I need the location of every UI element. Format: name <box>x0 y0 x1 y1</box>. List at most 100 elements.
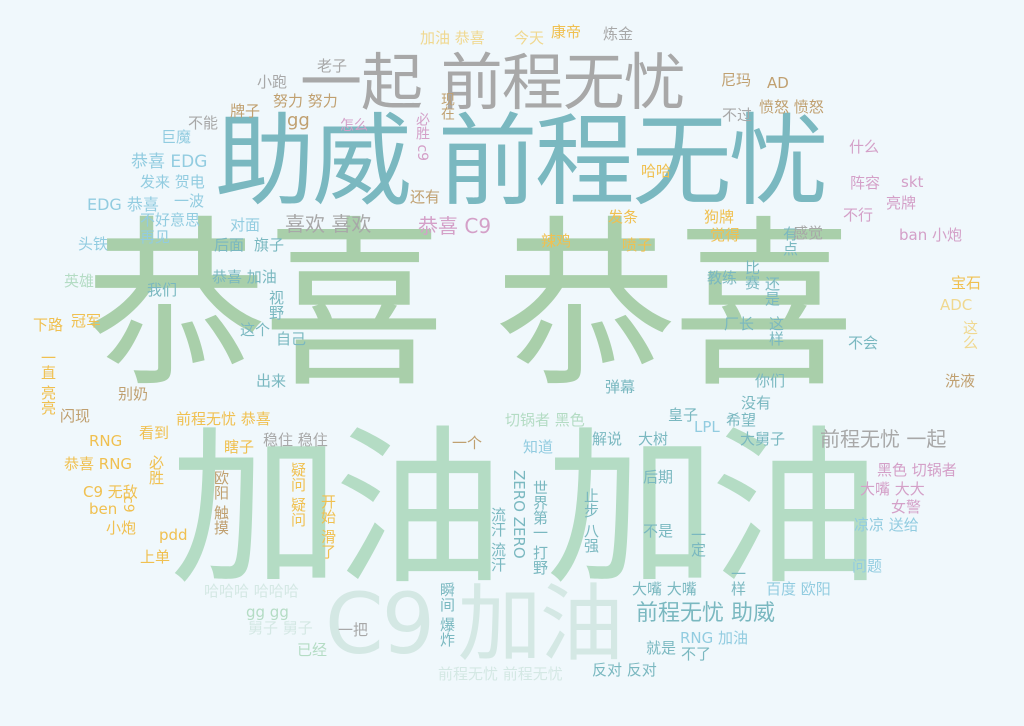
word-kandao: 看到 <box>139 424 170 442</box>
word-xiazi: 瞎子 <box>224 438 255 456</box>
word-c9-jiayou: C9 加油 <box>325 575 624 673</box>
word-wenzhu: 稳住 稳住 <box>263 431 328 449</box>
word-dashu: 大树 <box>638 430 669 448</box>
word-yijing: 已经 <box>297 641 328 659</box>
word-juede: 觉得 <box>710 226 741 244</box>
word-dajiuzi: 大舅子 <box>740 430 786 448</box>
word-xiaopao: 小炮 <box>106 519 137 537</box>
word-gongxi-c9: 恭喜 C9 <box>418 214 492 238</box>
word-gongxi-gongxi: 恭喜 恭喜 <box>85 200 855 412</box>
word-haishi: 还是 <box>763 276 781 306</box>
word-xiye: 洗液 <box>945 372 976 390</box>
word-xialu: 下路 <box>33 316 64 334</box>
word-qiancheng-qiancheng: 前程无忧 前程无忧 <box>438 665 563 683</box>
word-shunjian: 瞬间 爆炸 <box>438 582 456 647</box>
word-xianzai: 现在 <box>439 92 455 120</box>
word-liangliang-songgei: 凉凉 送给 <box>854 516 919 534</box>
word-pdd: pdd <box>159 526 188 544</box>
word-zhenrong: 阵容 <box>850 174 881 192</box>
word-skt: skt <box>901 173 924 191</box>
word-buliao: 不了 <box>681 645 712 663</box>
word-bienai: 别奶 <box>118 385 149 403</box>
word-haiyou: 还有 <box>410 188 441 206</box>
word-jiaolian: 教练 <box>707 269 738 287</box>
word-zenme: 怎么 <box>340 118 368 134</box>
word-qiancheng-yiqi: 前程无忧 一起 <box>820 427 947 451</box>
word-ziji: 自己 <box>276 330 307 348</box>
word-hahaha: 哈哈哈 哈哈哈 <box>204 582 299 600</box>
word-ben: ben <box>89 500 118 518</box>
word-danmu: 弹幕 <box>605 378 636 396</box>
word-haha: 哈哈 <box>641 162 672 180</box>
word-paizi: 牌子 <box>230 102 261 120</box>
word-gg-gg: gg gg <box>246 603 289 621</box>
word-qiancheng-gongxi: 前程无忧 恭喜 <box>176 410 271 428</box>
word-yiqi-qiancheng: 一起 前程无忧 <box>300 46 686 119</box>
word-rng-jiayou: RNG 加油 <box>680 629 749 647</box>
word-bushi: 不是 <box>643 522 674 540</box>
word-wenti: 问题 <box>852 557 883 575</box>
word-penzi: 喷子 <box>622 236 653 254</box>
word-qizi: 旗子 <box>254 236 285 254</box>
word-laozi: 老子 <box>317 57 348 75</box>
word-zhuwei-qiancheng: 助威 前程无忧 <box>215 103 829 220</box>
word-zero-zero: ZERO ZERO <box>510 470 528 559</box>
word-nuli: 努力 努力 <box>273 92 338 110</box>
word-edg-gongxi: EDG 恭喜 <box>87 195 159 214</box>
word-yige: 一个 <box>452 434 483 452</box>
word-shiye: 视野 <box>267 290 285 320</box>
word-jumo: 巨魔 <box>161 128 192 146</box>
word-bisai: 比赛 <box>743 260 761 290</box>
word-falai-hedian: 发来 贺电 <box>140 173 205 191</box>
word-buhaoyisi: 不好意思 <box>140 211 201 229</box>
word-c9-small: c9 <box>120 496 136 513</box>
word-duimian: 对面 <box>230 216 261 234</box>
word-gongxi-edg: 恭喜 EDG <box>131 152 208 172</box>
word-dazui-dada: 大嘴 大大 <box>860 480 925 498</box>
word-nima: 尼玛 <box>721 71 752 89</box>
word-shijie-daye: 世界第一 打野 <box>531 480 549 575</box>
word-yiding: 一定 <box>689 527 707 557</box>
word-gongxi-jiayou: 恭喜 加油 <box>212 268 277 286</box>
word-bisheng: 必胜 <box>147 455 165 485</box>
word-dazui-dazui: 大嘴 大嘴 <box>632 580 697 598</box>
word-fennu: 愤怒 愤怒 <box>759 98 824 116</box>
word-baoshi: 宝石 <box>951 274 982 292</box>
word-shenme: 什么 <box>849 138 880 156</box>
word-guanjun: 冠军 <box>71 312 102 330</box>
word-liuhan: 流汗 流汗 <box>489 507 507 572</box>
word-laji: 辣鸡 <box>541 232 572 250</box>
word-fandui: 反对 反对 <box>592 661 657 679</box>
word-chulai: 出来 <box>256 372 287 390</box>
word-yiyang: 一样 <box>729 566 747 596</box>
word-kaishi: 开始 滑了 <box>319 494 337 559</box>
word-ad: AD <box>767 74 789 92</box>
word-youdian: 有点 <box>781 226 799 256</box>
word-xihuan: 喜欢 喜欢 <box>285 212 372 236</box>
word-gongxi-rng: 恭喜 RNG <box>64 455 133 473</box>
word-bisheng-c9: 必胜 c9 <box>414 112 430 162</box>
word-shanxian: 闪现 <box>60 407 91 425</box>
word-nimen: 你们 <box>755 372 786 390</box>
word-huangzi: 皇子 <box>668 406 699 424</box>
word-gg: gg <box>287 110 310 131</box>
word-nvjing: 女警 <box>891 498 922 516</box>
word-yibo: 一波 <box>174 192 205 210</box>
word-zhidao: 知道 <box>523 438 554 456</box>
word-kangdi: 康帝 <box>551 23 582 41</box>
word-jiayou-gongxi: 加油 恭喜 <box>420 29 485 47</box>
word-shangdan: 上单 <box>140 548 171 566</box>
word-liangpai: 亮牌 <box>886 194 917 212</box>
word-yiba: 一把 <box>338 621 369 639</box>
word-goupai: 狗牌 <box>704 208 735 226</box>
word-zaijian: 再见 <box>140 228 171 246</box>
word-baidu: 百度 欧阳 <box>766 580 831 598</box>
word-jiayou-jiayou: 加油 加油 <box>170 411 880 609</box>
word-jieshuo: 解说 <box>592 430 623 448</box>
word-c9-wudi: C9 无敌 <box>83 483 138 501</box>
word-zhege: 这个 <box>240 321 271 339</box>
word-yiwen: 疑问 疑问 <box>289 462 307 527</box>
word-zheme: 这么 <box>961 320 979 350</box>
word-qiancheng-zhuwei: 前程无忧 助威 <box>636 601 775 626</box>
